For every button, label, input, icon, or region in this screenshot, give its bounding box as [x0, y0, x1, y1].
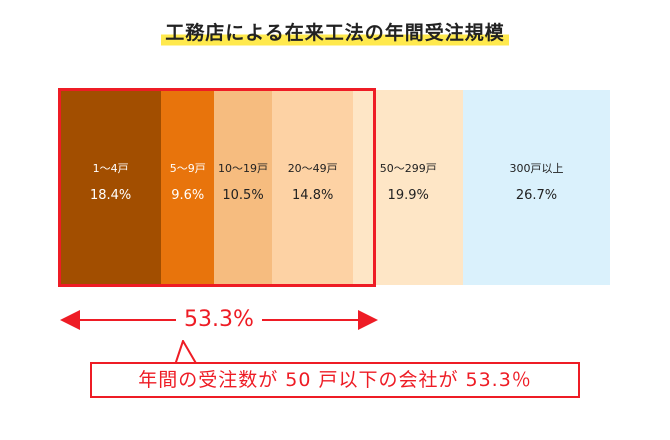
bar-segment: 5～9戸 9.6%	[161, 90, 215, 285]
segment-category-label: 5～9戸	[169, 162, 206, 175]
bar-segment: 20～49戸 14.8%	[271, 90, 354, 285]
segment-category-label: 300戸以上	[509, 162, 564, 175]
segment-value-label: 10.5%	[222, 188, 264, 203]
stacked-bar-chart: 1～4戸 18.4% 5～9戸 9.6% 10～19戸 10.5% 20～49戸 14.8% 5…	[60, 90, 610, 285]
segment-category-label: 1～4戸	[92, 162, 129, 175]
segment-value-label: 18.4%	[89, 188, 132, 203]
segment-category-label: 20～49戸	[287, 162, 338, 175]
highlight-bracket: 53.3%	[60, 300, 378, 340]
segment-value-label: 9.6%	[171, 188, 205, 203]
segment-value-label: 14.8%	[292, 188, 334, 203]
bar-segment: 10～19戸 10.5%	[214, 90, 272, 285]
highlight-total-label: 53.3%	[176, 307, 262, 332]
segment-category-label: 50～299戸	[379, 162, 437, 175]
segment-value-label: 19.9%	[387, 188, 429, 203]
segment-value-label: 26.7%	[515, 188, 558, 203]
segment-category-label: 10～19戸	[218, 162, 269, 175]
bar-segment: 300戸以上 26.7%	[463, 90, 610, 285]
callout-text: 年間の受注数が 50 戸以下の会社が 53.3％	[138, 369, 532, 391]
bar-segment: 50～299戸 19.9%	[353, 90, 463, 285]
bar-segment: 1～4戸 18.4%	[60, 90, 162, 285]
chart-title: 工務店による在来工法の年間受注規模	[161, 18, 509, 48]
chart-title-wrap: 工務店による在来工法の年間受注規模	[0, 18, 670, 58]
highlight-total: 53.3%	[60, 307, 378, 332]
callout-box: 年間の受注数が 50 戸以下の会社が 53.3％	[90, 362, 580, 398]
